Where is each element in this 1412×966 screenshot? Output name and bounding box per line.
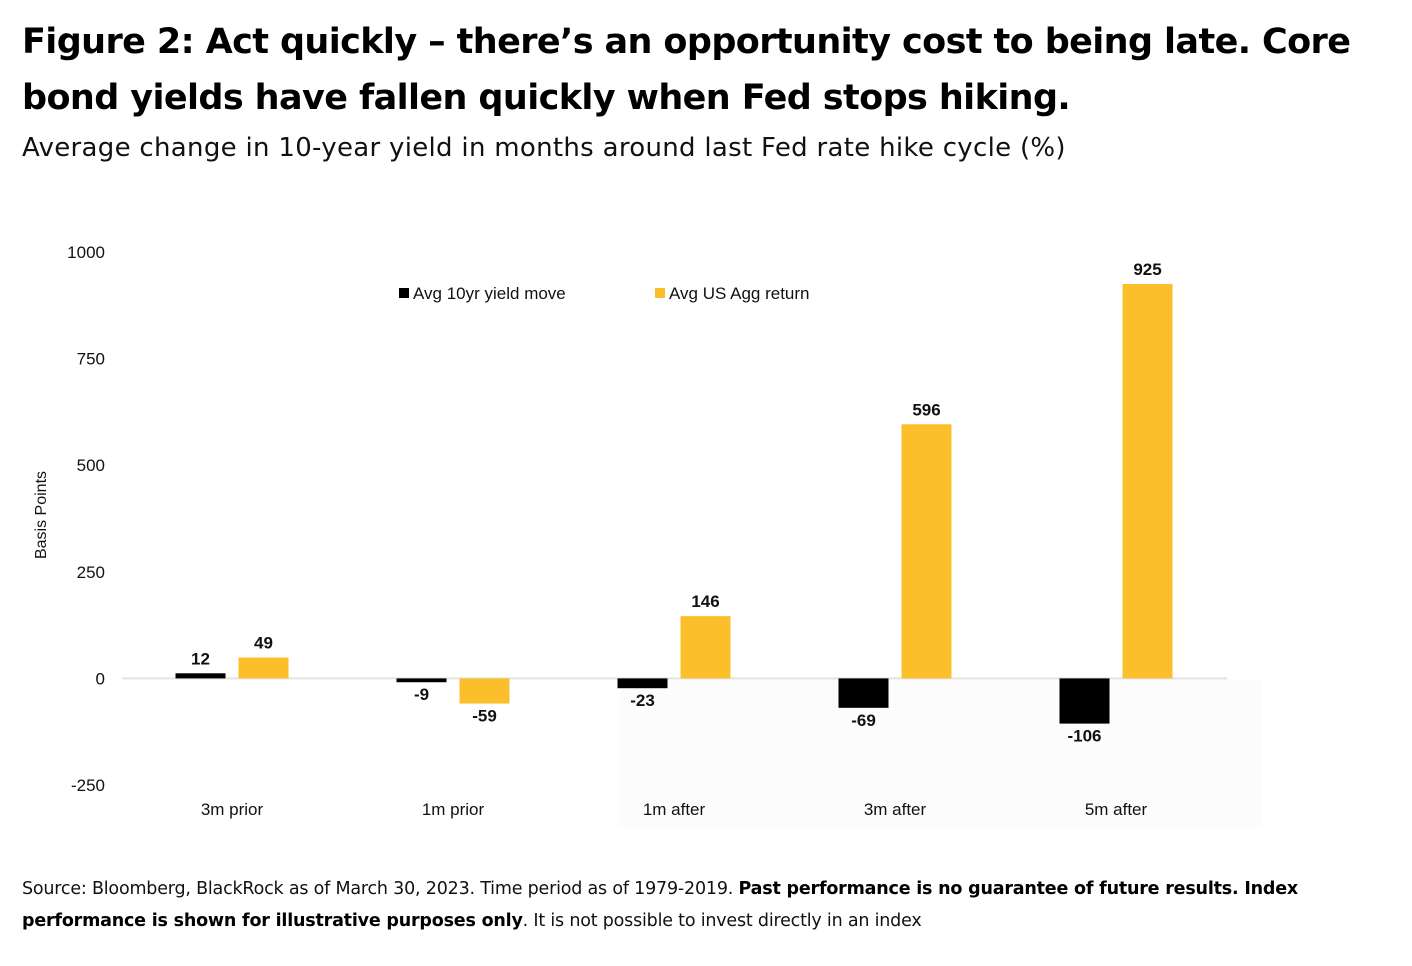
y-axis: 1000 750 500 250 0 -250 xyxy=(67,243,105,795)
y-tick-label: 750 xyxy=(77,350,105,369)
legend-swatch xyxy=(399,288,409,298)
bar-yield-move xyxy=(617,678,668,689)
y-tick-label: 0 xyxy=(96,669,105,688)
bars: 12 49 -9 -59 -23 146 -69 596 -106 925 xyxy=(175,260,1173,746)
data-label: 596 xyxy=(912,400,940,419)
bar-yield-move xyxy=(396,678,447,683)
y-tick-label: 500 xyxy=(77,456,105,475)
data-label: 925 xyxy=(1133,260,1161,279)
x-tick-label: 5m after xyxy=(1085,800,1148,819)
legend: Avg 10yr yield move Avg US Agg return xyxy=(399,284,810,303)
legend-swatch xyxy=(655,288,665,298)
x-tick-label: 3m after xyxy=(864,800,927,819)
y-tick-label: 1000 xyxy=(67,243,105,262)
bar-yield-move xyxy=(175,673,226,679)
data-label: -106 xyxy=(1067,727,1101,746)
data-label: -23 xyxy=(630,691,655,710)
y-axis-label: Basis Points xyxy=(33,471,50,559)
y-tick-label: 250 xyxy=(77,563,105,582)
chart-title: Figure 2: Act quickly – there’s an oppor… xyxy=(22,22,1351,118)
data-label: 12 xyxy=(191,649,210,668)
data-label: -59 xyxy=(472,707,497,726)
data-label: -9 xyxy=(414,685,429,704)
bar-us-agg-return xyxy=(901,424,952,679)
source-footnote: Source: Bloomberg, BlackRock as of March… xyxy=(22,873,1392,937)
bar-us-agg-return xyxy=(459,678,510,704)
x-tick-label: 1m after xyxy=(643,800,706,819)
source-text: Source: Bloomberg, BlackRock as of March… xyxy=(22,879,739,899)
data-label: -69 xyxy=(851,711,876,730)
x-axis: 3m prior 1m prior 1m after 3m after 5m after xyxy=(201,800,1148,819)
plot-shade xyxy=(620,679,1262,827)
bar-us-agg-return xyxy=(680,616,731,679)
legend-label: Avg US Agg return xyxy=(669,284,810,303)
source-text-end: . It is not possible to invest directly … xyxy=(522,911,922,931)
bar-us-agg-return xyxy=(238,657,289,679)
y-tick-label: -250 xyxy=(71,776,105,795)
x-tick-label: 1m prior xyxy=(422,800,485,819)
bar-us-agg-return xyxy=(1122,283,1173,679)
bar-yield-move xyxy=(838,678,889,708)
bar-chart: 1000 750 500 250 0 -250 Basis Points 12 49 -9 -5… xyxy=(33,243,1262,827)
bar-yield-move xyxy=(1059,678,1110,724)
data-label: 49 xyxy=(254,634,273,653)
disclaimer-bold: Past performance is no guarantee of futu… xyxy=(22,879,1298,931)
legend-label: Avg 10yr yield move xyxy=(413,284,566,303)
data-label: 146 xyxy=(691,592,719,611)
x-tick-label: 3m prior xyxy=(201,800,264,819)
chart-subtitle: Average change in 10-year yield in month… xyxy=(22,133,1066,163)
